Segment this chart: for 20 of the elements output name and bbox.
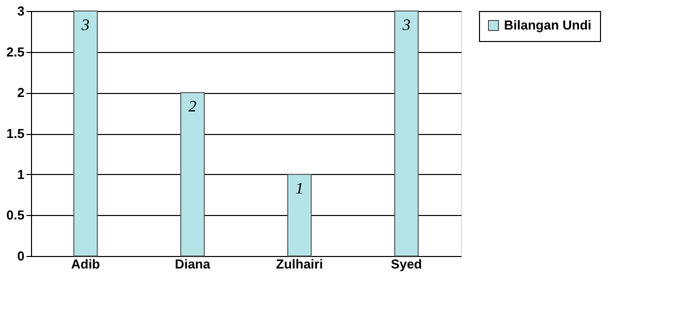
- y-tick-label: 0: [17, 248, 24, 264]
- x-tick-label: Zulhairi: [276, 256, 323, 272]
- data-label: 2: [188, 98, 197, 116]
- bar: [180, 92, 205, 256]
- y-tick-label: 2.5: [6, 44, 24, 60]
- y-tick-label: 1: [17, 166, 24, 182]
- x-tick-label: Syed: [390, 256, 422, 272]
- bar: [73, 10, 98, 256]
- y-tick-label: 1.5: [6, 126, 24, 141]
- legend-label: Bilangan Undi: [504, 18, 592, 32]
- bar: [394, 10, 419, 256]
- y-tick-label: 0.5: [6, 208, 24, 223]
- data-label: 3: [401, 17, 410, 34]
- x-tick-label: Adib: [71, 256, 100, 272]
- y-tick-label: 3: [17, 4, 24, 18]
- y-tick-label: 2: [17, 85, 24, 100]
- data-label: 1: [295, 180, 304, 198]
- bar: [287, 174, 312, 256]
- x-tick-label: Diana: [174, 256, 211, 272]
- data-label: 3: [80, 17, 90, 34]
